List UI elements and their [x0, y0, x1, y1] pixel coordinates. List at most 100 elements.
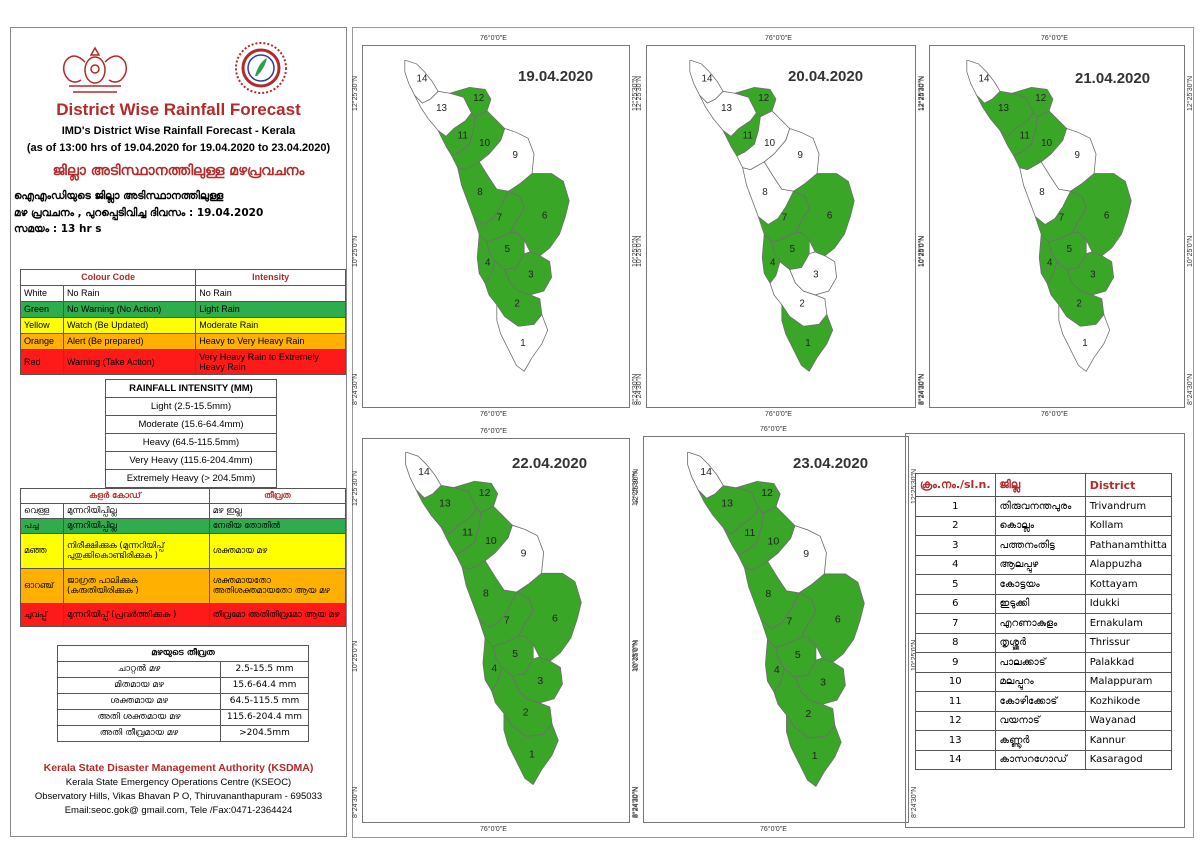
district-number-label: 2 [514, 299, 519, 310]
district-number-label: 11 [744, 527, 755, 539]
colour-row-ml: ഓറഞ്ച് ജാഗ്രത പാലിക്കുക (കരുതിയിരിക്കുക )… [20, 568, 347, 604]
lon-tick-bottom: 76°0'0"E [765, 411, 792, 418]
intensity-range: Heavy (64.5-115.5mm) [105, 433, 277, 452]
lon-tick-top: 76°0'0"E [760, 426, 787, 433]
district-number: 11 [915, 691, 996, 712]
district-number-label: 14 [417, 74, 428, 85]
district-number-label: 11 [458, 130, 468, 141]
page-subtitle: IMD's District Wise Rainfall Forecast - … [61, 125, 296, 137]
colour-intensity-ml: നേരിയ തോതിൽ [208, 518, 347, 534]
district-number-label: 10 [1041, 138, 1052, 149]
district-name-ml: വയനാട് [994, 710, 1086, 731]
colour-name-ml: ഓറഞ്ച് [20, 568, 64, 604]
district-number-label: 13 [721, 103, 732, 114]
district-col-number: ക്രം.നം./sl.n. [915, 473, 996, 497]
lat-tick-right: 12°25'30"N [1187, 75, 1194, 111]
intensity-range-ml: >204.5mm [220, 725, 309, 742]
lat-tick-left: 10°25'0"N [919, 235, 926, 267]
issue-line-2: മഴ പ്രവചനം , പുറപ്പെടിവിച്ച ദിവസം : 19.0… [14, 207, 264, 219]
district-number-label: 7 [786, 615, 792, 627]
intensity-header: Intensity [195, 269, 346, 286]
district-number-label: 7 [1059, 213, 1064, 224]
map-date: 20.04.2020 [788, 68, 864, 85]
colour-row-ml: മഞ്ഞ നിരീക്ഷിക്കുക (മുന്നറിയിപ്പ് പുതുക്ക… [20, 533, 347, 569]
colour-row-ml: ചുവപ്പ് മുന്നറിയിപ്പ് (പ്രവർത്തിക്കുക ) തീ… [20, 603, 347, 627]
rainfall-intensity-table-ml: മഴയുടെ തീവ്രത ചാറ്റൽ മഴ 2.5-15.5 mm മിതമായ… [57, 645, 309, 742]
intensity-row-ml: ശക്തമായ മഴ 64.5-115.5 mm [57, 693, 309, 710]
district-number-label: 3 [1090, 269, 1095, 280]
colour-meaning: Alert (Be prepared) [62, 333, 197, 350]
district-number-label: 8 [765, 588, 771, 600]
district-number-label: 13 [436, 103, 447, 114]
lat-tick-left: 8°24'30"N [636, 373, 643, 405]
district-number-label: 1 [812, 750, 818, 762]
district-name-ml: കൊല്ലം [994, 515, 1086, 536]
colour-name: Red [20, 349, 64, 375]
district-number-label: 7 [497, 213, 502, 224]
district-number-label: 11 [462, 528, 473, 539]
district-number-label: 5 [512, 649, 518, 660]
colour-intensity: Very Heavy Rain to Extremely Heavy Rain [195, 349, 346, 375]
colour-meaning: Warning (Take Action) [62, 349, 197, 375]
district-name-ml: തിരുവനന്തപുരം [994, 496, 1086, 517]
colour-name-ml: വെള്ള [20, 503, 64, 519]
district-name-en: Ernakulam [1084, 613, 1173, 634]
intensity-range-ml: 64.5-115.5 mm [220, 693, 309, 710]
district-col-en: District [1084, 473, 1173, 497]
district-number: 10 [915, 671, 996, 692]
map-date: 21.04.2020 [1075, 70, 1151, 87]
district-name-en: Malappuram [1084, 671, 1173, 692]
district-name-en: Kottayam [1084, 574, 1173, 595]
colour-intensity-ml: മഴ ഇല്ല [208, 503, 347, 519]
intensity-label-ml: മിതമായ മഴ [57, 677, 221, 694]
intensity-row: Moderate (15.6-64.4mm) [105, 415, 277, 434]
footer-line-2: Kerala State Emergency Operations Centre… [65, 777, 292, 788]
district-number-label: 12 [758, 93, 769, 104]
district-number-label: 5 [795, 649, 801, 661]
district-number-label: 10 [764, 138, 775, 149]
district-number-label: 9 [521, 549, 527, 560]
district-number-label: 14 [700, 466, 712, 478]
district-name-en: Thrissur [1084, 632, 1173, 653]
rainfall-intensity-table: RAINFALL INTENSITY (MM) Light (2.5-15.5m… [105, 379, 277, 488]
intensity-row: Heavy (64.5-115.5mm) [105, 433, 277, 452]
district-name-ml: തൃശ്ശൂർ [994, 632, 1086, 653]
district-name-ml: ഇടുക്കി [994, 593, 1086, 614]
district-number-label: 4 [491, 664, 497, 675]
district-number-label: 13 [998, 103, 1009, 114]
district-number-label: 7 [504, 615, 510, 626]
district-number: 14 [915, 749, 996, 770]
district-number: 13 [915, 730, 996, 751]
lat-tick-left: 8°24'30"N [633, 786, 640, 818]
colour-name: Green [20, 301, 64, 318]
lat-tick-left: 12°25'30"N [919, 75, 926, 111]
district-number-label: 4 [770, 258, 776, 269]
district-row: 7 എറണാകുളം Ernakulam [915, 613, 1173, 634]
district-number-label: 2 [523, 707, 529, 718]
district-number-label: 6 [1104, 211, 1109, 222]
district-name-en: Kannur [1084, 730, 1173, 751]
colour-row: Red Warning (Take Action) Very Heavy Rain … [20, 349, 346, 375]
colour-intensity-ml: ശക്തമായ മഴ [208, 533, 347, 569]
issue-line-1: ഐഎംഡിയുടെ ജില്ലാ അടിസ്ഥാനത്തിലുള്ള [14, 190, 224, 202]
lat-tick-left: 10°25'0"N [352, 235, 359, 267]
intensity-range-ml: 115.6-204.4 mm [220, 709, 309, 726]
district-row: 5 കോട്ടയം Kottayam [915, 574, 1173, 595]
district-row: 14 കാസറഗോഡ് Kasaragod [915, 749, 1173, 770]
intensity-row: Extremely Heavy (> 204.5mm) [105, 469, 277, 488]
colour-meaning: No Rain [62, 285, 197, 302]
district-number-label: 6 [542, 211, 547, 222]
district-name-ml: കണ്ണൂർ [994, 730, 1086, 751]
district-row: 13 കണ്ണൂർ Kannur [915, 730, 1173, 751]
lon-tick-bottom: 76°0'0"E [480, 411, 507, 418]
colour-name: Yellow [20, 317, 64, 334]
district-row: 6 ഇടുക്കി Idukki [915, 593, 1173, 614]
intensity-range-ml: 15.6-64.4 mm [220, 677, 309, 694]
colour-name-ml: ചുവപ്പ് [20, 603, 64, 627]
district-shape-14 [966, 60, 1001, 104]
district-number-label: 11 [1020, 130, 1030, 141]
map-date: 22.04.2020 [512, 455, 588, 472]
colour-row: Yellow Watch (Be Updated) Moderate Rain [20, 317, 346, 334]
